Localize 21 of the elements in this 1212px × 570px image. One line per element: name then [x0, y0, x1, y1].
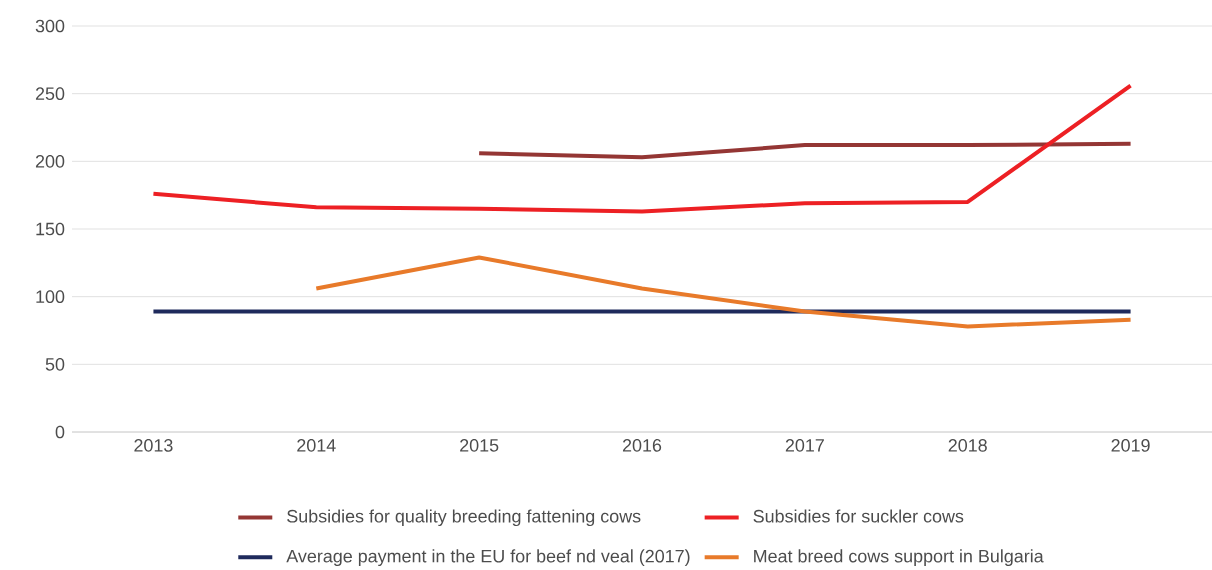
legend-label: Average payment in the EU for beef nd veal (2017): [286, 549, 690, 567]
x-tick-label: 2018: [948, 439, 987, 452]
x-tick-label: 2015: [460, 439, 499, 452]
x-tick-label: 2013: [134, 439, 173, 452]
y-tick-label: 100: [36, 290, 65, 304]
x-tick-label: 2014: [297, 439, 336, 452]
y-tick-label: 250: [35, 87, 65, 101]
y-tick-label: 50: [45, 357, 65, 371]
y-tick-label: 200: [35, 154, 65, 168]
x-tick-label: 2017: [785, 439, 824, 452]
line-series: [314, 255, 1133, 329]
legend-label: Subsidies for suckler cows: [753, 509, 964, 523]
line-series: [477, 141, 1133, 160]
legend-label: Meat breed cows support in Bulgaria: [754, 549, 1044, 567]
line-series: [151, 83, 1133, 214]
x-tick-label: 2016: [622, 439, 662, 452]
y-tick-label: 0: [55, 425, 65, 439]
x-tick-label: 2019: [1111, 439, 1150, 452]
legend-label: Subsidies for quality breeding fattening cows: [287, 509, 641, 527]
y-tick-label: 300: [35, 19, 65, 33]
y-tick-label: 150: [36, 222, 65, 236]
